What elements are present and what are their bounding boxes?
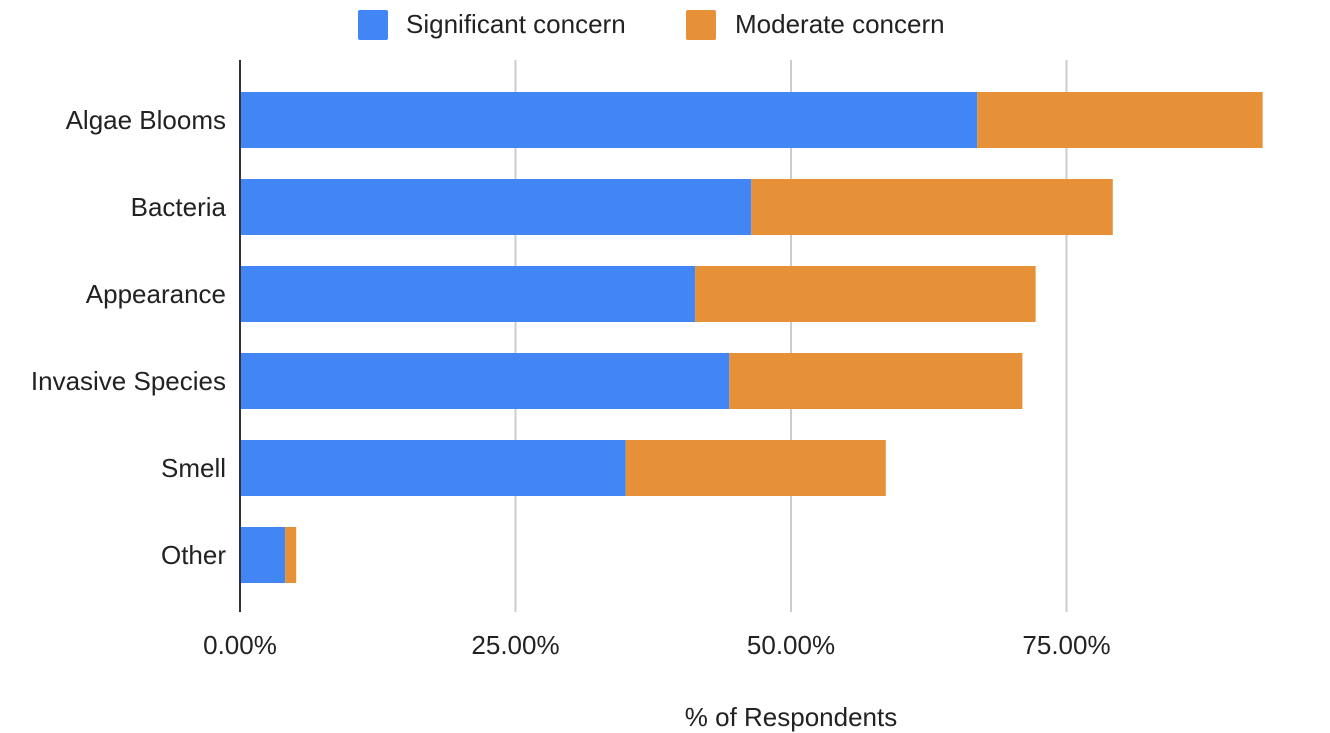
legend-label-significant: Significant concern bbox=[406, 9, 626, 39]
x-tick-label: 50.00% bbox=[747, 630, 835, 660]
category-label-other: Other bbox=[161, 540, 226, 570]
x-tick-label: 0.00% bbox=[203, 630, 277, 660]
bar-significant-smell bbox=[240, 440, 626, 496]
bar-significant-bacteria bbox=[240, 179, 752, 235]
category-labels: Algae Blooms Bacteria Appearance Invasive S… bbox=[31, 105, 227, 570]
bar-significant-appearance bbox=[240, 266, 696, 322]
category-label-algae-blooms: Algae Blooms bbox=[66, 105, 226, 135]
bar-significant-invasive-species bbox=[240, 353, 730, 409]
gridlines bbox=[514, 60, 1068, 612]
legend-swatch-significant bbox=[358, 10, 388, 40]
category-label-smell: Smell bbox=[161, 453, 226, 483]
legend-label-moderate: Moderate concern bbox=[735, 9, 945, 39]
legend: Significant concern Moderate concern bbox=[358, 9, 945, 40]
bars bbox=[240, 92, 1263, 583]
bar-moderate-algae-blooms bbox=[977, 92, 1263, 148]
bar-moderate-appearance bbox=[695, 266, 1036, 322]
bar-moderate-invasive-species bbox=[729, 353, 1023, 409]
x-tick-label: 25.00% bbox=[471, 630, 559, 660]
bar-significant-other bbox=[240, 527, 286, 583]
x-tick-labels: 0.00% 25.00% 50.00% 75.00% bbox=[203, 630, 1110, 660]
bar-significant-algae-blooms bbox=[240, 92, 978, 148]
category-label-bacteria: Bacteria bbox=[131, 192, 227, 222]
category-label-invasive-species: Invasive Species bbox=[31, 366, 226, 396]
bar-moderate-smell bbox=[625, 440, 886, 496]
category-label-appearance: Appearance bbox=[86, 279, 226, 309]
bar-moderate-bacteria bbox=[751, 179, 1113, 235]
x-axis-title: % of Respondents bbox=[685, 702, 897, 732]
x-tick-label: 75.00% bbox=[1022, 630, 1110, 660]
legend-swatch-moderate bbox=[686, 10, 716, 40]
bar-moderate-other bbox=[285, 527, 297, 583]
